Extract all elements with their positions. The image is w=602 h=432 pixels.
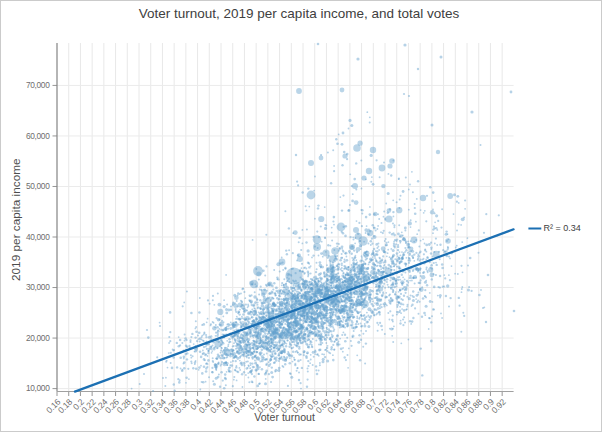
svg-text:0.92: 0.92 [489, 397, 508, 416]
svg-text:10,000: 10,000 [26, 383, 50, 393]
svg-text:30,000: 30,000 [26, 282, 50, 292]
svg-text:2019 per capita income: 2019 per capita income [9, 158, 23, 281]
svg-text:R² = 0.34: R² = 0.34 [544, 223, 581, 233]
svg-text:Voter turnout, 2019 per capita: Voter turnout, 2019 per capita income, a… [139, 6, 460, 21]
svg-text:20,000: 20,000 [26, 333, 50, 343]
svg-text:60,000: 60,000 [26, 131, 50, 141]
svg-text:40,000: 40,000 [26, 232, 50, 242]
svg-text:50,000: 50,000 [26, 181, 50, 191]
svg-text:70,000: 70,000 [26, 80, 50, 90]
